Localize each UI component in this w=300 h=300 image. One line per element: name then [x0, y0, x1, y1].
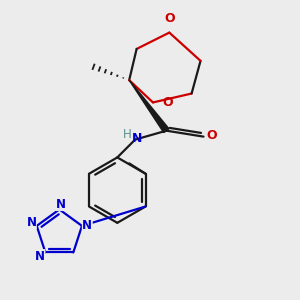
- Polygon shape: [129, 80, 169, 133]
- Text: N: N: [56, 198, 66, 211]
- Text: H: H: [123, 128, 132, 141]
- Text: O: O: [206, 129, 217, 142]
- Text: O: O: [163, 96, 173, 109]
- Text: N: N: [82, 219, 92, 232]
- Text: N: N: [35, 250, 45, 262]
- Text: N: N: [26, 216, 36, 229]
- Text: O: O: [164, 12, 175, 25]
- Text: N: N: [132, 132, 143, 145]
